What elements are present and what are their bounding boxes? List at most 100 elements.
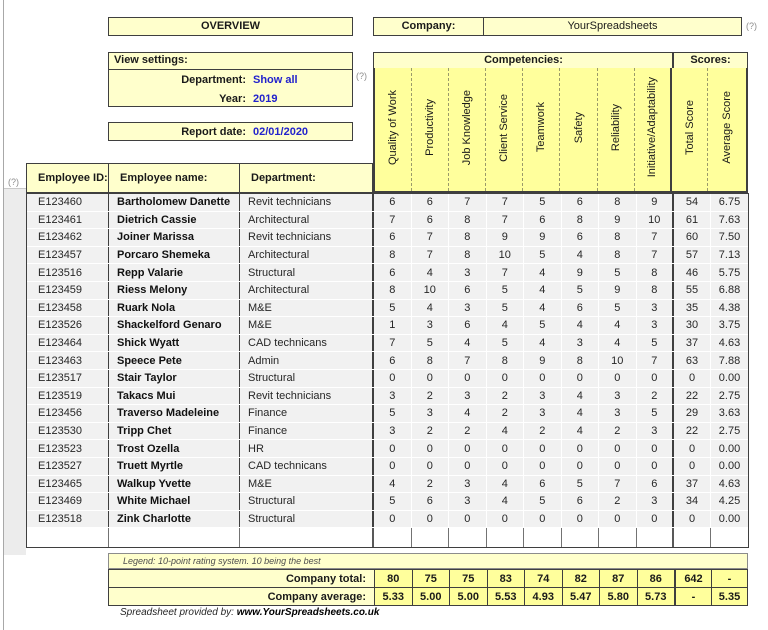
score-cell: 9 <box>524 352 562 369</box>
company-name-field[interactable]: YourSpreadsheets <box>567 20 658 32</box>
score-cell: 2 <box>412 422 449 440</box>
score-cell: 0 <box>599 440 637 457</box>
company-average-value-cell: 5.47 <box>561 588 599 605</box>
report-date-field[interactable]: 02/01/2020 <box>253 125 309 138</box>
score-cell: 0 <box>374 457 412 475</box>
score-cell: 4 <box>487 317 524 334</box>
company-label: Company: <box>374 18 484 35</box>
score-cell: 5 <box>524 317 562 334</box>
company-average-avg-cell: 5.35 <box>711 588 747 605</box>
employee-name-cell: Riess Melony <box>109 281 240 299</box>
score-cell: 6 <box>449 317 487 334</box>
total-score-cell: 0 <box>674 457 711 475</box>
view-settings-help-icon[interactable]: (?) <box>356 71 367 81</box>
score-cell: 9 <box>524 229 562 246</box>
employee-id-cell: E123463 <box>27 352 109 369</box>
employee-id-cell: E123527 <box>27 457 109 475</box>
column-header-quality-of-work: Quality of Work <box>375 68 413 191</box>
employee-table-header: Employee ID: Employee name: Department: <box>26 163 373 193</box>
average-score-cell: 2.75 <box>718 389 741 402</box>
score-cell: 5 <box>637 334 674 352</box>
empty-cell <box>599 528 637 547</box>
score-cell: 3 <box>637 422 674 440</box>
average-score-cell: 4.63 <box>718 337 741 350</box>
year-dropdown[interactable]: 2019 <box>253 92 278 105</box>
company-total-value-cell: 80 <box>374 570 412 587</box>
department-cell: Finance <box>240 405 374 422</box>
employee-name-cell: Shackelford Genaro <box>109 317 240 334</box>
score-cell: 0 <box>562 510 599 528</box>
score-cell: 5 <box>374 299 412 317</box>
average-score-cell: 4.38 <box>718 301 741 314</box>
average-score-cell: 7.88 <box>718 354 741 367</box>
total-score-cell: 57 <box>674 246 711 264</box>
empty-cell <box>411 528 449 547</box>
department-cell: Revit technicians <box>240 194 374 211</box>
column-header-initiative-adaptability: Initiative/Adaptability <box>635 68 672 191</box>
company-help-icon[interactable]: (?) <box>746 21 757 31</box>
score-cell: 3 <box>524 405 562 422</box>
total-score-cell: 22 <box>674 387 711 405</box>
score-cell: 3 <box>637 493 674 510</box>
table-row: E123530 Tripp Chet Finance 3 2 2 4 2 4 2 3 22 2.75 <box>27 422 748 441</box>
score-cell: 0 <box>374 369 412 387</box>
department-cell: M&E <box>240 299 374 317</box>
average-score-cell: 6.75 <box>718 196 741 209</box>
score-cell: 4 <box>524 281 562 299</box>
table-row: E123458 Ruark Nola M&E 5 4 3 5 4 6 5 3 35 4.38 <box>27 299 748 318</box>
score-cell: 0 <box>524 440 562 457</box>
score-cell: 7 <box>599 475 637 493</box>
score-cell: 10 <box>637 211 674 229</box>
company-total-label: Company total: <box>285 572 366 585</box>
score-cell: 6 <box>562 299 599 317</box>
score-cell: 8 <box>449 229 487 246</box>
score-cell: 3 <box>637 299 674 317</box>
column-header-total-score: Total Score <box>672 68 709 191</box>
score-cell: 3 <box>449 387 487 405</box>
score-cell: 0 <box>524 369 562 387</box>
score-cell: 4 <box>487 475 524 493</box>
score-cell: 5 <box>562 281 599 299</box>
employee-id-cell: E123457 <box>27 246 109 264</box>
score-cell: 7 <box>637 352 674 369</box>
year-setting-row: Year: 2019 <box>109 89 352 108</box>
total-score-cell: 0 <box>674 440 711 457</box>
table-row: E123518 Zink Charlotte Structural 0 0 0 0 0 0 0 0 0… <box>27 510 748 529</box>
score-cell: 9 <box>599 281 637 299</box>
score-cell: 3 <box>599 387 637 405</box>
employee-id-cell: E123459 <box>27 281 109 299</box>
score-cell: 8 <box>374 246 412 264</box>
company-total-value-cell: 75 <box>449 570 487 587</box>
score-cell: 10 <box>487 246 524 264</box>
score-cell: 7 <box>487 194 524 211</box>
score-cell: 7 <box>412 246 449 264</box>
department-cell: Architectural <box>240 211 374 229</box>
total-score-cell: 60 <box>674 229 711 246</box>
score-cell: 0 <box>449 369 487 387</box>
average-score-cell: 7.13 <box>718 249 741 262</box>
employee-table-help-icon[interactable]: (?) <box>8 177 19 187</box>
report-date-label: Report date: <box>181 125 246 138</box>
score-cell: 6 <box>412 493 449 510</box>
employee-name-cell: Traverso Madeleine <box>109 405 240 422</box>
total-score-cell: 61 <box>674 211 711 229</box>
score-cell: 4 <box>562 317 599 334</box>
employee-id-cell: E123523 <box>27 440 109 457</box>
table-row: E123527 Truett Myrtle CAD technicans 0 0 0 0 0 0… <box>27 457 748 476</box>
score-cell: 8 <box>599 229 637 246</box>
employee-name-cell: Zink Charlotte <box>109 510 240 528</box>
provider-url-link[interactable]: www.YourSpreadsheets.co.uk <box>236 607 380 618</box>
score-cell: 0 <box>487 440 524 457</box>
worksheet-column-divider <box>3 0 4 630</box>
total-score-cell: 37 <box>674 334 711 352</box>
score-cell: 4 <box>374 475 412 493</box>
department-dropdown[interactable]: Show all <box>253 73 298 86</box>
score-cell: 0 <box>487 369 524 387</box>
score-cell: 4 <box>487 422 524 440</box>
company-total-value-cell: 75 <box>411 570 449 587</box>
department-cell: CAD technicans <box>240 457 374 475</box>
total-score-cell: 46 <box>674 264 711 281</box>
department-cell: Revit technicians <box>240 387 374 405</box>
employee-id-cell: E123516 <box>27 264 109 281</box>
department-cell: Structural <box>240 510 374 528</box>
